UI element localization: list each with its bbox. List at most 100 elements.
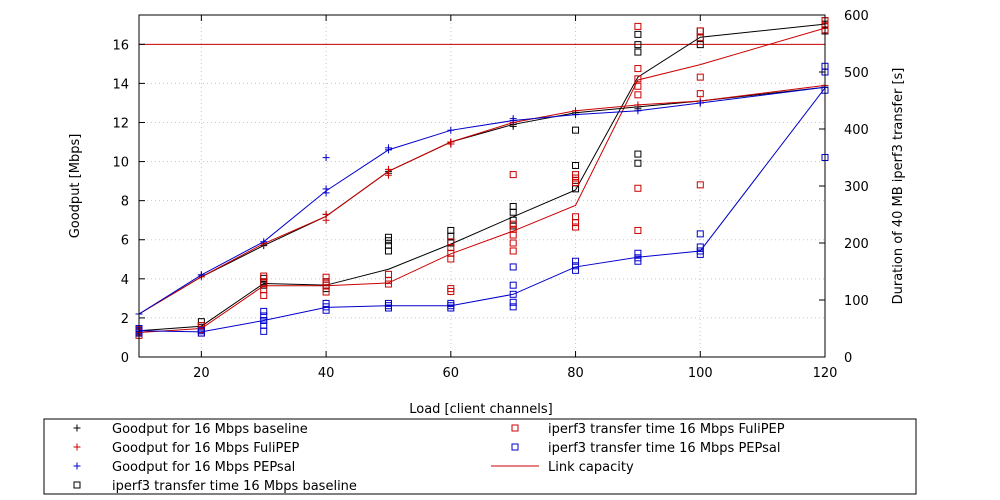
iperf3-transfer-time-16-mbps-pepsal-point <box>509 298 517 306</box>
iperf3-transfer-time-16-mbps-fulipep-point <box>572 171 580 179</box>
iperf3-transfer-time-16-mbps-baseline-point <box>572 126 580 134</box>
goodput-for-16-mbps-fulipep-point <box>447 138 455 146</box>
x-tick-label: 20 <box>193 366 210 381</box>
iperf3-transfer-time-16-mbps-baseline-point <box>634 41 642 49</box>
iperf3-transfer-time-16-mbps-baseline-point <box>572 176 580 184</box>
iperf3-transfer-time-16-mbps-pepsal-point <box>260 327 268 335</box>
iperf3-transfer-time-16-mbps-pepsal-point <box>197 327 205 335</box>
legend-link-capacity-label: Link capacity <box>548 460 634 475</box>
iperf3-transfer-time-16-mbps-fulipep-point <box>384 270 392 278</box>
y-tick-label: 8 <box>121 195 129 210</box>
x-tick-label: 40 <box>318 366 335 381</box>
legend-goodput-for-16-mbps-fulipep-label: Goodput for 16 Mbps FuliPEP <box>112 441 300 456</box>
y2-tick-label: 0 <box>844 351 852 366</box>
iperf3-transfer-time-16-mbps-pepsal-point <box>696 247 704 255</box>
iperf3-transfer-time-16-mbps-baseline-point <box>572 161 580 169</box>
iperf3-transfer-time-16-mbps-fulipep-point <box>634 65 642 73</box>
iperf3-transfer-time-16-mbps-pepsal-point <box>634 249 642 257</box>
y-tick-label: 16 <box>112 38 129 53</box>
goodput-for-16-mbps-pepsal-point <box>322 185 330 193</box>
legend: Goodput for 16 Mbps baseline Goodput for … <box>43 418 917 495</box>
iperf3-transfer-time-16-mbps-pepsal-point <box>384 299 392 307</box>
iperf3-transfer-time-16-mbps-fulipep-mean-line <box>138 27 826 333</box>
iperf3-transfer-time-16-mbps-fulipep-point <box>509 231 517 239</box>
iperf3-transfer-time-16-mbps-baseline-point <box>634 48 642 56</box>
y2-tick-label: 600 <box>844 9 869 24</box>
iperf3-transfer-time-16-mbps-fulipep-point <box>696 34 704 42</box>
iperf3-transfer-time-16-mbps-baseline-point <box>634 159 642 167</box>
goodput-for-16-mbps-pepsal-point <box>634 107 642 115</box>
iperf3-transfer-time-16-mbps-fulipep-point <box>572 179 580 187</box>
iperf3-transfer-time-16-mbps-baseline-point <box>509 203 517 211</box>
iperf3-transfer-time-16-mbps-fulipep-point <box>634 75 642 83</box>
iperf3-transfer-time-16-mbps-fulipep-point <box>634 82 642 90</box>
iperf3-transfer-time-16-mbps-fulipep-point <box>696 181 704 189</box>
iperf3-transfer-time-16-mbps-pepsal-point <box>322 299 330 307</box>
y-tick-label: 14 <box>112 77 129 92</box>
goodput-for-16-mbps-pepsal-point <box>447 126 455 134</box>
x-tick-label: 60 <box>443 366 460 381</box>
legend-iperf3-transfer-time-16-mbps-pepsal-marker <box>511 443 519 451</box>
goodput-for-16-mbps-fulipep-point <box>384 165 392 173</box>
goodput-for-16-mbps-pepsal-point <box>322 154 330 162</box>
iperf3-transfer-time-16-mbps-baseline-point <box>384 241 392 249</box>
x-tick-label: 120 <box>813 366 838 381</box>
legend-goodput-for-16-mbps-pepsal-label: Goodput for 16 Mbps PEPsal <box>112 460 295 475</box>
legend-iperf3-transfer-time-16-mbps-baseline-label: iperf3 transfer time 16 Mbps baseline <box>112 479 357 494</box>
y-tick-label: 6 <box>121 234 129 249</box>
iperf3-transfer-time-16-mbps-fulipep-point <box>634 91 642 99</box>
y-axis-label: Goodput [Mbps] <box>68 134 83 239</box>
iperf3-transfer-time-16-mbps-pepsal-point <box>447 299 455 307</box>
iperf3-transfer-time-16-mbps-fulipep-point <box>509 220 517 228</box>
iperf3-transfer-time-16-mbps-pepsal-mean-line <box>138 87 826 333</box>
iperf3-transfer-time-16-mbps-pepsal-point <box>509 303 517 311</box>
legend-iperf3-transfer-time-16-mbps-fulipep-label: iperf3 transfer time 16 Mbps FuliPEP <box>548 422 785 437</box>
iperf3-transfer-time-16-mbps-fulipep-point <box>696 27 704 35</box>
y-tick-label: 10 <box>112 156 129 171</box>
legend-iperf3-transfer-time-16-mbps-baseline-marker <box>73 481 81 489</box>
legend-goodput-for-16-mbps-baseline-label: Goodput for 16 Mbps baseline <box>112 422 308 437</box>
y2-axis-label: Duration of 40 MB iperf3 transfer [s] <box>891 68 906 305</box>
iperf3-transfer-time-16-mbps-fulipep-point <box>197 322 205 330</box>
iperf3-transfer-time-16-mbps-fulipep-point <box>260 286 268 294</box>
iperf3-transfer-time-16-mbps-fulipep-point <box>572 218 580 226</box>
y2-tick-label: 500 <box>844 66 869 81</box>
goodput-for-16-mbps-pepsal-point <box>572 111 580 119</box>
iperf3-transfer-time-16-mbps-baseline-point <box>696 41 704 49</box>
iperf3-transfer-time-16-mbps-fulipep-point <box>696 73 704 81</box>
iperf3-transfer-time-16-mbps-baseline-point <box>509 216 517 224</box>
iperf3-transfer-time-16-mbps-baseline-point <box>447 232 455 240</box>
iperf3-transfer-time-16-mbps-pepsal-point <box>634 254 642 262</box>
iperf3-transfer-time-16-mbps-baseline-point <box>447 226 455 234</box>
legend-goodput-for-16-mbps-baseline-marker <box>73 424 81 432</box>
iperf3-transfer-time-16-mbps-fulipep-point <box>260 279 268 287</box>
goodput-for-16-mbps-pepsal-point <box>509 115 517 123</box>
iperf3-transfer-time-16-mbps-fulipep-point <box>322 273 330 281</box>
iperf3-transfer-time-16-mbps-fulipep-point <box>447 255 455 263</box>
legend-iperf3-transfer-time-16-mbps-fulipep-marker <box>511 424 519 432</box>
iperf3-transfer-time-16-mbps-fulipep-point <box>447 238 455 246</box>
iperf3-transfer-time-16-mbps-pepsal-point <box>260 307 268 315</box>
iperf3-transfer-time-16-mbps-fulipep-point <box>322 278 330 286</box>
goodput-for-16-mbps-fulipep-mean-line <box>138 84 826 315</box>
y-tick-label: 2 <box>121 312 129 327</box>
iperf3-transfer-time-16-mbps-fulipep-point <box>696 90 704 98</box>
goodput-for-16-mbps-pepsal-point <box>260 238 268 246</box>
goodput-for-16-mbps-fulipep-point <box>322 216 330 224</box>
iperf3-transfer-time-16-mbps-fulipep-point <box>634 22 642 30</box>
iperf3-transfer-time-16-mbps-fulipep-point <box>260 272 268 280</box>
iperf3-transfer-time-16-mbps-fulipep-point <box>322 288 330 296</box>
y2-tick-label: 300 <box>844 180 869 195</box>
y2-tick-label: 200 <box>844 237 869 252</box>
iperf3-transfer-time-16-mbps-baseline-point <box>634 30 642 38</box>
goodput-for-16-mbps-fulipep-point <box>322 210 330 218</box>
goodput-for-16-mbps-pepsal-point <box>197 271 205 279</box>
x-tick-label: 80 <box>567 366 584 381</box>
iperf3-transfer-time-16-mbps-pepsal-point <box>509 263 517 271</box>
iperf3-transfer-time-16-mbps-fulipep-point <box>509 171 517 179</box>
iperf3-transfer-time-16-mbps-fulipep-point <box>634 226 642 234</box>
iperf3-transfer-time-16-mbps-pepsal-point <box>572 257 580 265</box>
iperf3-transfer-time-16-mbps-pepsal-point <box>509 281 517 289</box>
legend-goodput-for-16-mbps-fulipep-marker <box>73 443 81 451</box>
